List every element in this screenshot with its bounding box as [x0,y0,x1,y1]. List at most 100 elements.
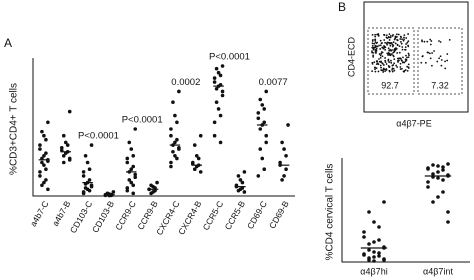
flow-event [385,63,388,65]
data-point [175,137,179,142]
flow-event [387,47,390,50]
data-point [173,154,177,158]
data-point [65,143,70,147]
data-point [196,156,201,161]
flow-event [430,64,433,67]
flow-event [407,52,410,55]
data-point [441,165,445,169]
data-point [220,64,225,68]
data-point [377,238,381,242]
flow-event [384,61,387,64]
data-point [372,259,376,263]
data-point [382,200,386,204]
flow-event [407,44,409,47]
flow-event [426,40,429,43]
data-point [256,116,261,121]
flow-event [395,33,398,36]
x-tick-label: a4b7-B [50,199,73,228]
flow-event [379,48,382,50]
data-point [131,183,136,188]
flow-event [440,64,443,67]
flow-event [404,58,407,61]
flow-event [380,42,383,45]
data-point [382,258,386,262]
data-point [367,258,371,262]
data-point [46,120,50,125]
data-point [218,113,223,118]
data-point [284,154,288,158]
axis-line [32,58,295,197]
data-point [111,190,116,194]
flow-event [388,42,391,45]
data-point [264,140,269,145]
flow-event [392,55,395,58]
data-point [258,97,263,102]
flow-event [400,36,403,39]
data-point [171,100,175,104]
flow-event [384,59,387,62]
x-axis-label: α4β7-PE [396,118,431,128]
data-point [431,200,435,204]
data-point [212,120,217,125]
flow-event [385,36,388,39]
flow-event [399,38,402,40]
data-point [87,188,92,193]
flow-event [403,34,406,37]
flow-event [379,39,382,42]
flow-event [394,37,397,40]
data-point [436,195,440,199]
flow-event [436,60,439,63]
flow-event [390,42,393,44]
flow-event [407,67,410,69]
data-point [367,248,371,252]
flow-event [429,43,432,46]
data-point [192,143,197,147]
flow-event [383,39,386,41]
data-point [286,123,290,127]
data-point [367,210,371,214]
data-point [155,180,159,185]
flow-event [392,64,395,66]
flow-event [395,48,397,50]
flow-event [429,57,432,60]
flow-event [371,42,374,45]
flow-event [394,42,397,45]
flow-event [396,39,399,42]
data-point [212,133,217,138]
data-point [377,225,381,229]
flow-event [420,61,423,64]
data-point [133,175,138,180]
flow-event [382,64,385,66]
flow-event [381,62,384,65]
data-point [262,120,267,125]
data-point [61,154,66,158]
flow-event [381,55,384,58]
data-point [171,149,175,154]
flow-event [391,35,394,37]
data-point [446,162,450,166]
data-point [129,147,134,151]
data-point [89,143,94,147]
flow-event [405,43,407,45]
flow-event [387,59,390,62]
data-point [377,254,381,258]
data-point [441,168,445,172]
data-point [127,178,132,182]
flow-event [389,35,392,37]
flow-event [395,64,398,67]
flow-event [400,42,403,45]
flow-event [397,59,400,62]
flow-event [421,55,424,58]
flow-event [428,52,431,55]
panel-label: A [4,36,12,50]
flow-event [401,46,404,48]
flow-event [391,68,393,71]
data-point [125,188,130,193]
data-point [377,251,381,255]
data-point [169,133,173,138]
flow-event [392,44,395,47]
flow-event [406,69,409,72]
flow-event [390,61,393,64]
data-point [372,255,376,259]
data-point [42,133,46,138]
